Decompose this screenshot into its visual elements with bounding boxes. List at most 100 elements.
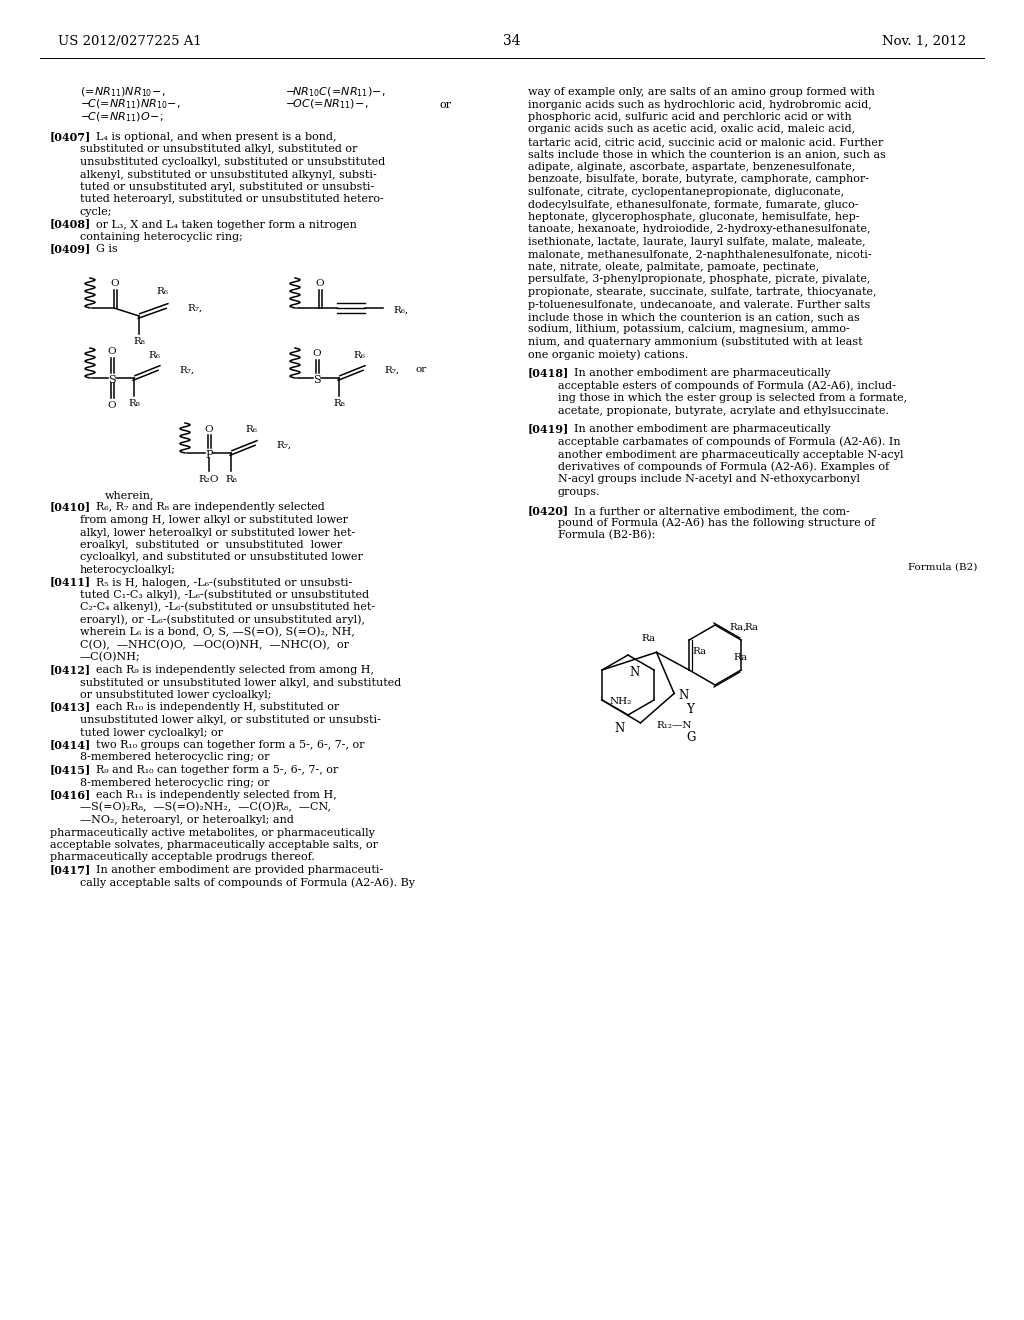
Text: —S(=O)₂R₈,  —S(=O)₂NH₂,  —C(O)R₈,  —CN,: —S(=O)₂R₈, —S(=O)₂NH₂, —C(O)R₈, —CN, (80, 803, 331, 813)
Text: 8-membered heterocyclic ring; or: 8-membered heterocyclic ring; or (80, 752, 269, 763)
Text: R₈: R₈ (128, 400, 140, 408)
Text: —NO₂, heteroaryl, or heteroalkyl; and: —NO₂, heteroaryl, or heteroalkyl; and (80, 814, 294, 825)
Text: adipate, alginate, ascorbate, aspartate, benzenesulfonate,: adipate, alginate, ascorbate, aspartate,… (528, 162, 855, 172)
Text: dodecylsulfate, ethanesulfonate, formate, fumarate, gluco-: dodecylsulfate, ethanesulfonate, formate… (528, 199, 858, 210)
Text: R₂O: R₂O (199, 474, 219, 483)
Text: US 2012/0277225 A1: US 2012/0277225 A1 (58, 36, 202, 48)
Text: In another embodiment are provided pharmaceuti-: In another embodiment are provided pharm… (96, 865, 383, 875)
Text: derivatives of compounds of Formula (A2-A6). Examples of: derivatives of compounds of Formula (A2-… (558, 462, 889, 473)
Text: Nov. 1, 2012: Nov. 1, 2012 (882, 36, 966, 48)
Text: unsubstituted cycloalkyl, substituted or unsubstituted: unsubstituted cycloalkyl, substituted or… (80, 157, 385, 168)
Text: acceptable solvates, pharmaceutically acceptable salts, or: acceptable solvates, pharmaceutically ac… (50, 840, 378, 850)
Text: sodium, lithium, potassium, calcium, magnesium, ammo-: sodium, lithium, potassium, calcium, mag… (528, 325, 850, 334)
Text: tanoate, hexanoate, hydroiodide, 2-hydroxy-ethanesulfonate,: tanoate, hexanoate, hydroiodide, 2-hydro… (528, 224, 870, 235)
Text: phosphoric acid, sulfuric acid and perchloric acid or with: phosphoric acid, sulfuric acid and perch… (528, 112, 852, 121)
Text: [0417]: [0417] (50, 865, 91, 875)
Text: tuted or unsubstituted aryl, substituted or unsubsti-: tuted or unsubstituted aryl, substituted… (80, 182, 374, 191)
Text: wherein,: wherein, (105, 490, 155, 500)
Text: [0415]: [0415] (50, 764, 91, 775)
Text: 8-membered heterocyclic ring; or: 8-membered heterocyclic ring; or (80, 777, 269, 788)
Text: $-\!C(\!=\!NR_{11})NR_{10}\!-\!,$: $-\!C(\!=\!NR_{11})NR_{10}\!-\!,$ (80, 98, 181, 111)
Text: N: N (614, 722, 625, 735)
Text: NH₂: NH₂ (609, 697, 632, 706)
Text: 34: 34 (503, 34, 521, 48)
Text: S: S (313, 375, 321, 385)
Text: R₆: R₆ (353, 351, 365, 359)
Text: R₈: R₈ (133, 338, 145, 346)
Text: or L₃, X and L₄ taken together form a nitrogen: or L₃, X and L₄ taken together form a ni… (96, 219, 357, 230)
Text: Formula (B2-B6):: Formula (B2-B6): (558, 531, 655, 541)
Text: [0416]: [0416] (50, 789, 91, 800)
Text: each R₁₁ is independently selected from H,: each R₁₁ is independently selected from … (96, 789, 337, 800)
Text: cally acceptable salts of compounds of Formula (A2-A6). By: cally acceptable salts of compounds of F… (80, 876, 415, 887)
Text: O: O (108, 400, 117, 409)
Text: propionate, stearate, succinate, sulfate, tartrate, thiocyanate,: propionate, stearate, succinate, sulfate… (528, 286, 877, 297)
Text: [0409]: [0409] (50, 243, 91, 255)
Text: isethionate, lactate, laurate, lauryl sulfate, malate, maleate,: isethionate, lactate, laurate, lauryl su… (528, 238, 865, 247)
Text: R₇,: R₇, (276, 441, 291, 450)
Text: [0413]: [0413] (50, 701, 91, 713)
Text: Ra: Ra (733, 653, 748, 663)
Text: $-\!OC(\!=\!NR_{11})\!-\!,$: $-\!OC(\!=\!NR_{11})\!-\!,$ (285, 98, 369, 111)
Text: R₈: R₈ (333, 400, 345, 408)
Text: R₆,: R₆, (393, 305, 409, 314)
Text: R₇,: R₇, (187, 304, 202, 313)
Text: eroalkyl,  substituted  or  unsubstituted  lower: eroalkyl, substituted or unsubstituted l… (80, 540, 342, 550)
Text: R₈: R₈ (225, 474, 237, 483)
Text: alkenyl, substituted or unsubstituted alkynyl, substi-: alkenyl, substituted or unsubstituted al… (80, 169, 377, 180)
Text: G: G (686, 731, 695, 744)
Text: tartaric acid, citric acid, succinic acid or malonic acid. Further: tartaric acid, citric acid, succinic aci… (528, 137, 884, 147)
Text: nium, and quaternary ammonium (substituted with at least: nium, and quaternary ammonium (substitut… (528, 337, 862, 347)
Text: heptonate, glycerophosphate, gluconate, hemisulfate, hep-: heptonate, glycerophosphate, gluconate, … (528, 213, 859, 222)
Text: N-acyl groups include N-acetyl and N-ethoxycarbonyl: N-acyl groups include N-acetyl and N-eth… (558, 474, 860, 484)
Text: heterocycloalkyl;: heterocycloalkyl; (80, 565, 176, 576)
Text: Formula (B2): Formula (B2) (908, 564, 977, 572)
Text: L₄ is optional, and when present is a bond,: L₄ is optional, and when present is a bo… (96, 132, 337, 143)
Text: alkyl, lower heteroalkyl or substituted lower het-: alkyl, lower heteroalkyl or substituted … (80, 528, 355, 537)
Text: include those in which the counterion is an cation, such as: include those in which the counterion is… (528, 312, 860, 322)
Text: [0408]: [0408] (50, 219, 91, 230)
Text: [0412]: [0412] (50, 664, 91, 675)
Text: R₉ and R₁₀ can together form a 5-, 6-, 7-, or: R₉ and R₁₀ can together form a 5-, 6-, 7… (96, 766, 338, 775)
Text: G is: G is (96, 244, 118, 255)
Text: two R₁₀ groups can together form a 5-, 6-, 7-, or: two R₁₀ groups can together form a 5-, 6… (96, 741, 365, 750)
Text: substituted or unsubstituted alkyl, substituted or: substituted or unsubstituted alkyl, subs… (80, 144, 357, 154)
Text: Ra: Ra (641, 634, 655, 643)
Text: Ra: Ra (744, 623, 758, 632)
Text: each R₁₀ is independently H, substituted or: each R₁₀ is independently H, substituted… (96, 702, 339, 713)
Text: C(O),  —NHC(O)O,  —OC(O)NH,  —NHC(O),  or: C(O), —NHC(O)O, —OC(O)NH, —NHC(O), or (80, 640, 349, 649)
Text: salts include those in which the counterion is an anion, such as: salts include those in which the counter… (528, 149, 886, 160)
Text: —C(O)NH;: —C(O)NH; (80, 652, 140, 663)
Text: R₁₂—N: R₁₂—N (656, 721, 691, 730)
Text: groups.: groups. (558, 487, 601, 498)
Text: R₆: R₆ (156, 288, 168, 297)
Text: R₇,: R₇, (384, 366, 399, 375)
Text: one organic moiety) cations.: one organic moiety) cations. (528, 348, 688, 359)
Text: acceptable esters of compounds of Formula (A2-A6), includ-: acceptable esters of compounds of Formul… (558, 380, 896, 391)
Text: acetate, propionate, butyrate, acrylate and ethylsuccinate.: acetate, propionate, butyrate, acrylate … (558, 405, 889, 416)
Text: tuted heteroaryl, substituted or unsubstituted hetero-: tuted heteroaryl, substituted or unsubst… (80, 194, 384, 205)
Text: [0410]: [0410] (50, 502, 91, 512)
Text: pharmaceutically acceptable prodrugs thereof.: pharmaceutically acceptable prodrugs the… (50, 853, 314, 862)
Text: each R₉ is independently selected from among H,: each R₉ is independently selected from a… (96, 665, 374, 675)
Text: P: P (205, 450, 213, 459)
Text: or: or (440, 99, 452, 110)
Text: or: or (416, 366, 427, 375)
Text: wherein L₆ is a bond, O, S, —S(=O), S(=O)₂, NH,: wherein L₆ is a bond, O, S, —S(=O), S(=O… (80, 627, 355, 638)
Text: O: O (205, 425, 213, 433)
Text: S: S (109, 375, 116, 385)
Text: [0418]: [0418] (528, 367, 569, 379)
Text: R₇,: R₇, (179, 366, 195, 375)
Text: benzoate, bisulfate, borate, butyrate, camphorate, camphor-: benzoate, bisulfate, borate, butyrate, c… (528, 174, 869, 185)
Text: sulfonate, citrate, cyclopentanepropionate, digluconate,: sulfonate, citrate, cyclopentanepropiona… (528, 187, 844, 197)
Text: tuted C₁-C₃ alkyl), -L₆-(substituted or unsubstituted: tuted C₁-C₃ alkyl), -L₆-(substituted or … (80, 590, 369, 601)
Text: organic acids such as acetic acid, oxalic acid, maleic acid,: organic acids such as acetic acid, oxali… (528, 124, 855, 135)
Text: $(\!=\!NR_{11})NR_{10}\!-\!,$: $(\!=\!NR_{11})NR_{10}\!-\!,$ (80, 86, 166, 99)
Text: R₆: R₆ (245, 425, 257, 434)
Text: pound of Formula (A2-A6) has the following structure of: pound of Formula (A2-A6) has the followi… (558, 517, 874, 528)
Text: inorganic acids such as hydrochloric acid, hydrobromic acid,: inorganic acids such as hydrochloric aci… (528, 99, 871, 110)
Text: $-\!C(\!=\!NR_{11})O\!-\!;$: $-\!C(\!=\!NR_{11})O\!-\!;$ (80, 110, 164, 124)
Text: cycloalkyl, and substituted or unsubstituted lower: cycloalkyl, and substituted or unsubstit… (80, 553, 362, 562)
Text: O: O (315, 280, 325, 289)
Text: N: N (630, 665, 640, 678)
